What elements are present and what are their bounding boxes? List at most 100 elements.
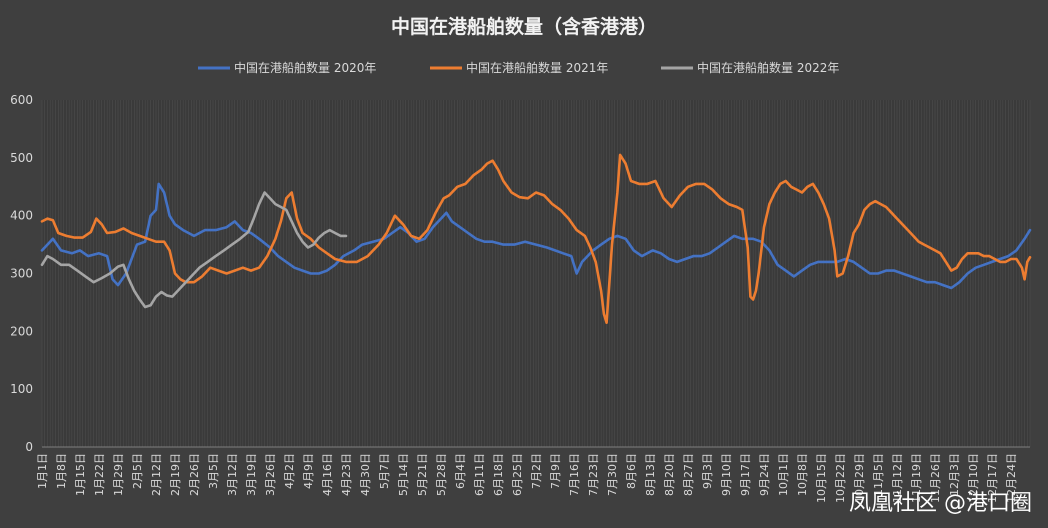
x-tick: 11月5日	[872, 453, 885, 496]
y-axis: 0 100 200 300 400 500 600	[10, 93, 1030, 454]
x-tick-label: 4月9日	[302, 453, 315, 489]
legend-label: 中国在港船舶数量 2022年	[697, 60, 839, 75]
x-tick-label: 3月19日	[245, 453, 258, 496]
x-tick: 7月23日	[587, 453, 600, 496]
x-tick-label: 5月7日	[378, 453, 391, 489]
x-tick: 3月26日	[264, 453, 277, 496]
x-tick: 12月24日	[1005, 453, 1018, 503]
legend-item-0: 中国在港船舶数量 2020年	[198, 60, 376, 75]
x-tick-label: 5月21日	[416, 453, 429, 496]
x-tick: 10月1日	[777, 453, 790, 496]
legend: 中国在港船舶数量 2020年 中国在港船舶数量 2021年 中国在港船舶数量 202…	[198, 60, 839, 75]
x-tick: 12月3日	[948, 453, 961, 496]
x-tick-label: 10月15日	[815, 453, 828, 503]
chart-title: 中国在港船舶数量（含香港港）	[391, 15, 657, 38]
legend-label: 中国在港船舶数量 2021年	[466, 60, 608, 75]
x-tick: 9月10日	[720, 453, 733, 496]
x-tick-label: 2月26日	[188, 453, 201, 496]
x-tick-label: 3月12日	[226, 453, 239, 496]
x-tick: 10月22日	[834, 453, 847, 503]
x-tick-label: 11月5日	[872, 453, 885, 496]
x-tick-label: 5月28日	[435, 453, 448, 496]
x-tick: 8月6日	[625, 453, 638, 489]
x-tick-label: 8月13日	[644, 453, 657, 496]
x-tick: 1月15日	[74, 453, 87, 496]
y-tick-label: 0	[25, 440, 33, 454]
x-tick-label: 8月20日	[663, 453, 676, 496]
y-tick-label: 600	[10, 93, 33, 107]
x-tick: 10月8日	[796, 453, 809, 496]
x-tick: 3月19日	[245, 453, 258, 496]
series-layer	[40, 153, 1032, 325]
y-tick-label: 200	[10, 324, 33, 338]
legend-item-2: 中国在港船舶数量 2022年	[661, 60, 839, 75]
x-tick-label: 7月2日	[530, 453, 543, 489]
x-tick: 11月19日	[910, 453, 923, 503]
x-tick: 2月26日	[188, 453, 201, 496]
x-tick-label: 2月12日	[150, 453, 163, 496]
x-tick-label: 3月26日	[264, 453, 277, 496]
watermark: 凤凰社区 @港口圈	[849, 491, 1032, 516]
x-tick-label: 7月16日	[568, 453, 581, 496]
x-tick: 10月15日	[815, 453, 828, 503]
x-tick-label: 9月17日	[739, 453, 752, 496]
x-tick: 1月1日	[36, 453, 49, 489]
x-tick: 4月16日	[321, 453, 334, 496]
x-tick: 1月8日	[55, 453, 68, 489]
x-tick: 7月2日	[530, 453, 543, 489]
x-tick: 8月13日	[644, 453, 657, 496]
x-tick: 11月26日	[929, 453, 942, 503]
x-tick-label: 2月5日	[131, 453, 144, 489]
x-tick: 7月30日	[606, 453, 619, 496]
x-tick: 9月17日	[739, 453, 752, 496]
x-tick: 4月9日	[302, 453, 315, 489]
x-tick: 5月21日	[416, 453, 429, 496]
x-tick: 1月22日	[93, 453, 106, 496]
x-tick-label: 12月10日	[967, 453, 980, 503]
legend-label: 中国在港船舶数量 2020年	[234, 60, 376, 75]
x-tick: 8月27日	[682, 453, 695, 496]
x-tick: 11月12日	[891, 453, 904, 503]
x-tick-label: 11月19日	[910, 453, 923, 503]
x-tick: 2月12日	[150, 453, 163, 496]
x-tick-label: 7月30日	[606, 453, 619, 496]
legend-item-1: 中国在港船舶数量 2021年	[430, 60, 608, 75]
x-tick-label: 1月29日	[112, 453, 125, 496]
x-tick-label: 10月1日	[777, 453, 790, 496]
x-tick: 8月20日	[663, 453, 676, 496]
x-tick-label: 1月1日	[36, 453, 49, 489]
x-tick-label: 6月11日	[473, 453, 486, 496]
x-tick-label: 12月24日	[1005, 453, 1018, 503]
x-tick-label: 1月15日	[74, 453, 87, 496]
y-tick-label: 400	[10, 209, 33, 223]
x-tick-label: 9月10日	[720, 453, 733, 496]
x-tick-label: 10月22日	[834, 453, 847, 503]
y-tick-label: 500	[10, 151, 33, 165]
x-tick-label: 7月23日	[587, 453, 600, 496]
x-tick: 3月5日	[207, 453, 220, 489]
x-tick-label: 10月8日	[796, 453, 809, 496]
series-line-1	[40, 153, 1032, 325]
x-tick: 6月25日	[511, 453, 524, 496]
x-tick-label: 12月17日	[986, 453, 999, 503]
x-tick: 10月29日	[853, 453, 866, 503]
x-tick-label: 9月24日	[758, 453, 771, 496]
x-tick-label: 11月12日	[891, 453, 904, 503]
x-tick-label: 11月26日	[929, 453, 942, 503]
x-tick: 2月19日	[169, 453, 182, 496]
x-tick-label: 3月5日	[207, 453, 220, 489]
x-tick: 1月29日	[112, 453, 125, 496]
x-tick: 7月9日	[549, 453, 562, 489]
x-tick-label: 10月29日	[853, 453, 866, 503]
x-tick-label: 6月25日	[511, 453, 524, 496]
x-tick: 5月7日	[378, 453, 391, 489]
x-tick: 9月24日	[758, 453, 771, 496]
x-tick: 7月16日	[568, 453, 581, 496]
x-tick: 4月30日	[359, 453, 372, 496]
x-axis: 1月1日 1月8日 1月15日 1月22日 1月29日 2月5日 2月12日 2月19日 2月2…	[36, 453, 1018, 503]
x-tick-label: 6月4日	[454, 453, 467, 489]
x-tick: 6月11日	[473, 453, 486, 496]
y-tick-label: 300	[10, 267, 33, 281]
x-tick: 4月2日	[283, 453, 296, 489]
